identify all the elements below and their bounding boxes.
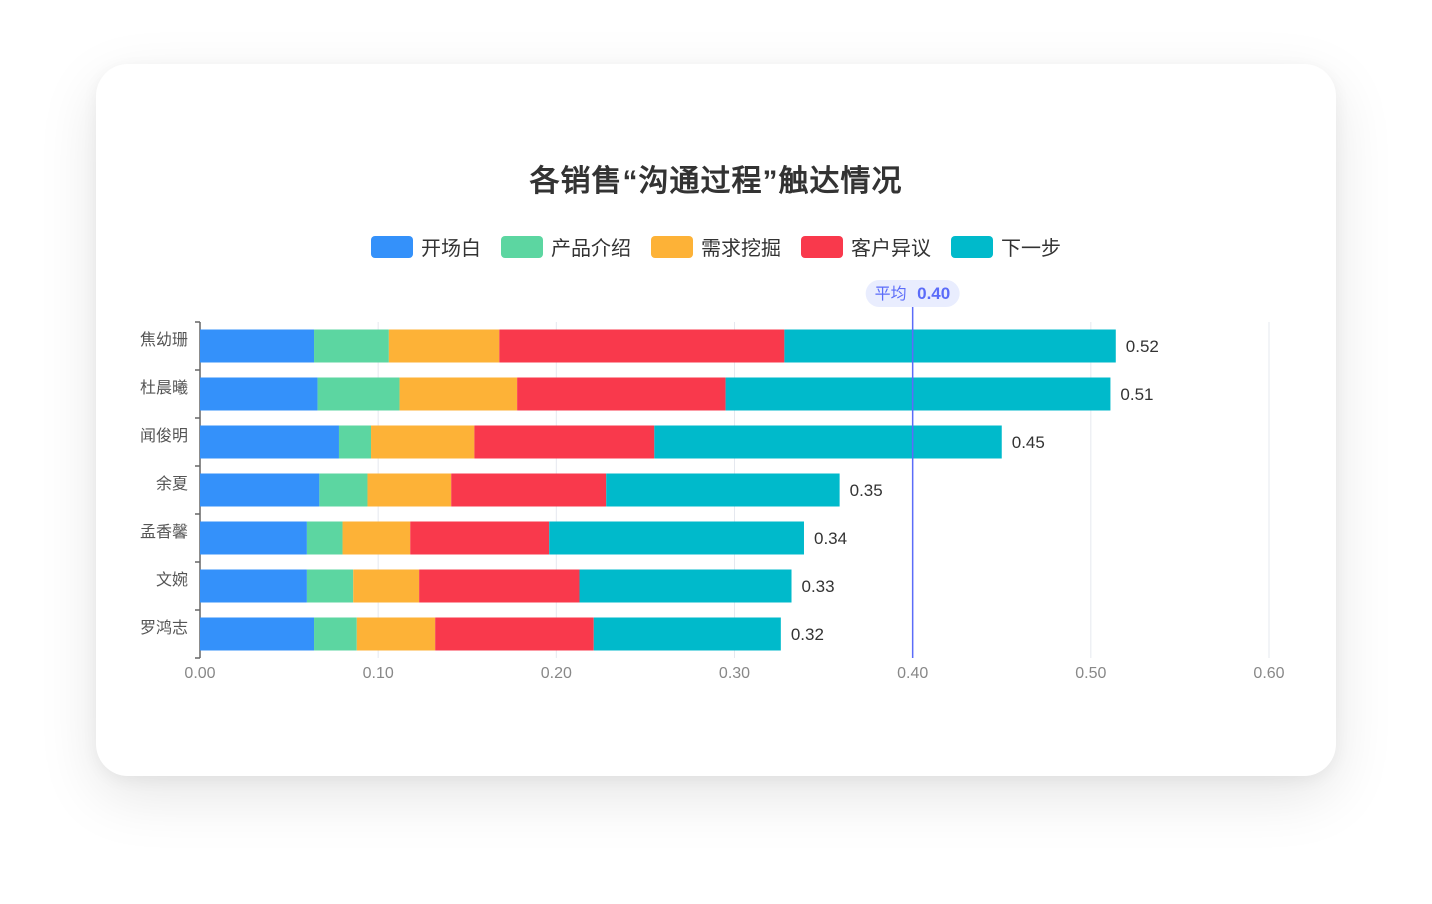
bar-segment-需求挖掘 [388,329,500,363]
bar-segment-客户异议 [435,617,594,651]
x-tick-label: 0.30 [719,665,750,682]
legend-label: 下一步 [1001,238,1061,260]
legend: 开场白 产品介绍 需求挖掘 客户异议 下一步 [0,232,1432,261]
bar-segment-产品介绍 [338,425,372,459]
x-tick-label: 0.00 [184,665,215,682]
bar-segment-产品介绍 [317,377,400,411]
average-badge [865,280,960,307]
bar-segment-客户异议 [474,425,655,459]
category-label: 孟香馨 [140,523,188,541]
bar-segment-下一步 [593,617,781,651]
bar-segment-客户异议 [410,521,550,555]
x-tick-label: 0.60 [1253,665,1284,682]
bar-segment-需求挖掘 [356,617,436,651]
category-label: 罗鸿志 [140,619,188,637]
chart-title: 各销售“沟通过程”触达情况 [529,165,903,198]
bar-segment-开场白 [200,329,315,363]
bar-segment-开场白 [200,377,318,411]
legend-item-product[interactable]: 产品介绍 [501,232,631,261]
bar-segment-开场白 [200,425,339,459]
bar-segment-客户异议 [419,569,580,603]
bar-segment-开场白 [200,473,320,507]
legend-label: 产品介绍 [551,238,631,260]
bar-segment-产品介绍 [306,521,343,555]
bar-segment-开场白 [200,617,315,651]
total-value-label: 0.51 [1120,385,1153,404]
bar-segment-产品介绍 [306,569,354,603]
bar-segment-下一步 [654,425,1002,459]
chart-card [96,64,1336,776]
total-value-label: 0.33 [802,577,835,596]
bar-segment-客户异议 [499,329,785,363]
bar-segment-需求挖掘 [371,425,475,459]
legend-item-opening[interactable]: 开场白 [371,232,481,261]
total-value-label: 0.32 [791,625,824,644]
total-value-label: 0.45 [1012,433,1045,452]
legend-label: 客户异议 [851,238,931,260]
bar-segment-需求挖掘 [367,473,452,507]
total-value-label: 0.52 [1126,337,1159,356]
legend-label: 需求挖掘 [701,238,781,260]
average-value: 0.40 [917,284,950,303]
bar-segment-下一步 [579,569,792,603]
bar-segment-需求挖掘 [353,569,420,603]
legend-swatch [501,235,543,258]
x-tick-label: 0.40 [897,665,928,682]
bar-segment-产品介绍 [319,473,368,507]
x-tick-label: 0.10 [363,665,394,682]
legend-label: 开场白 [421,238,481,260]
bar-segment-下一步 [784,329,1116,363]
legend-swatch [951,235,993,258]
category-label: 杜晨曦 [140,379,188,397]
total-value-label: 0.34 [814,529,847,548]
bar-segment-产品介绍 [314,329,389,363]
bar-segment-下一步 [549,521,804,555]
legend-item-objection[interactable]: 客户异议 [801,232,931,261]
x-tick-label: 0.50 [1075,665,1106,682]
category-label: 余夏 [156,474,188,493]
x-tick-label: 0.20 [541,665,572,682]
average-label: 平均 [875,285,907,303]
bar-segment-需求挖掘 [342,521,411,555]
bar-segment-需求挖掘 [399,377,518,411]
bar-segment-开场白 [200,569,307,603]
legend-swatch [371,235,413,258]
bar-segment-下一步 [725,377,1111,411]
bar-segment-客户异议 [517,377,726,411]
legend-item-next-step[interactable]: 下一步 [951,232,1061,261]
legend-swatch [801,235,843,258]
category-label: 文婉 [156,571,188,589]
total-value-label: 0.35 [850,481,883,500]
legend-swatch [651,235,693,258]
category-label: 焦幼珊 [140,331,188,349]
category-label: 闻俊明 [140,427,188,445]
bar-segment-开场白 [200,521,307,555]
legend-item-needs[interactable]: 需求挖掘 [651,232,781,261]
bar-segment-客户异议 [451,473,607,507]
bar-segment-产品介绍 [314,617,357,651]
bar-segment-下一步 [606,473,840,507]
